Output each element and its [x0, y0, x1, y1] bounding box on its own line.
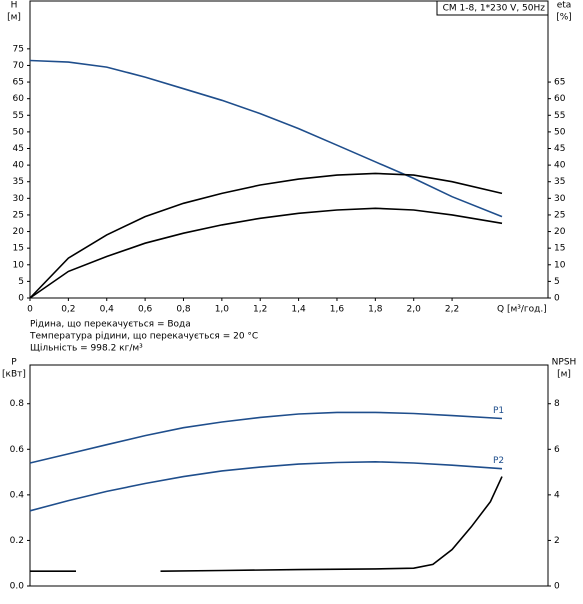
y2-axis-unit: [%]: [556, 13, 572, 23]
y2-tick-label: 4: [554, 490, 560, 500]
y-tick-label: 50: [13, 127, 25, 137]
y-axis-unit: [м]: [7, 13, 21, 23]
y2-tick-label: 25: [554, 210, 565, 220]
series-label: P1: [493, 406, 504, 416]
annotation: Рідина, що перекачується = Вода: [30, 320, 191, 330]
y2-tick-label: 30: [554, 194, 566, 204]
plot-frame: [29, 0, 549, 299]
y-tick-label: 0.8: [10, 399, 25, 409]
x-tick-label: 1,6: [330, 305, 345, 315]
y-tick-label: 35: [13, 177, 24, 187]
series-line: [29, 411, 503, 464]
series-line: [29, 59, 503, 218]
y-tick-label: 25: [13, 210, 24, 220]
plot-frame: [29, 364, 549, 587]
x-tick-label: 0,2: [61, 305, 75, 315]
y2-tick-label: 0: [554, 294, 560, 304]
y-tick-label: 10: [13, 260, 25, 270]
y-tick-label: 30: [13, 194, 25, 204]
x-tick-label: 0,8: [176, 305, 191, 315]
x-tick-label: 0: [27, 305, 33, 315]
x-axis-label: Q [м³/год.]: [497, 305, 547, 315]
y-tick-label: 60: [13, 94, 25, 104]
y-tick-label: 0.0: [10, 582, 25, 592]
y2-tick-label: 15: [554, 244, 565, 254]
y-tick-label: 20: [13, 227, 25, 237]
y-tick-label: 15: [13, 244, 24, 254]
y-tick-label: 0.2: [10, 536, 24, 546]
y-tick-label: 75: [13, 44, 24, 54]
y2-tick-label: 40: [554, 161, 566, 171]
y-tick-label: 0.6: [10, 445, 25, 455]
chart-title: CM 1-8, 1*230 V, 50Hz: [443, 4, 546, 14]
x-tick-label: 0,6: [138, 305, 153, 315]
y2-tick-label: 5: [554, 277, 560, 287]
y-axis-label: H: [11, 1, 18, 11]
y2-axis-label: NPSH: [552, 358, 577, 368]
series-label: P2: [493, 456, 504, 466]
x-tick-label: 2,0: [407, 305, 422, 315]
y-tick-label: 5: [18, 277, 24, 287]
y2-tick-label: 45: [554, 144, 565, 154]
y-tick-label: 65: [13, 78, 24, 88]
x-tick-label: 2,2: [445, 305, 459, 315]
y2-tick-label: 10: [554, 260, 566, 270]
y2-tick-label: 35: [554, 177, 565, 187]
y-tick-label: 0: [18, 294, 24, 304]
y2-tick-label: 2: [554, 536, 560, 546]
y-tick-label: 70: [13, 61, 25, 71]
x-tick-label: 1,2: [253, 305, 267, 315]
x-tick-label: 1,8: [368, 305, 383, 315]
y-axis-label: P: [11, 358, 17, 368]
y2-tick-label: 20: [554, 227, 566, 237]
title-box: [436, 0, 549, 16]
y2-tick-label: 8: [554, 399, 560, 409]
annotation: Температура рідини, що перекачується = 2…: [29, 332, 258, 342]
series-line: [30, 476, 503, 572]
y2-tick-label: 65: [554, 78, 565, 88]
y2-tick-label: 50: [554, 127, 566, 137]
series-line: [29, 207, 503, 299]
y2-tick-label: 55: [554, 111, 565, 121]
y-tick-label: 55: [13, 111, 24, 121]
x-tick-label: 1,4: [291, 305, 306, 315]
y2-axis-label: eta: [557, 1, 572, 11]
annotation: Щільність = 998.2 кг/м³: [30, 344, 143, 354]
y-tick-label: 0.4: [10, 490, 25, 500]
y2-tick-label: 0: [554, 582, 560, 592]
series-line: [29, 460, 503, 512]
x-tick-label: 0,4: [100, 305, 115, 315]
series-line: [29, 172, 503, 299]
y2-tick-label: 60: [554, 94, 566, 104]
y2-tick-label: 6: [554, 445, 560, 455]
y-tick-label: 45: [13, 144, 24, 154]
x-tick-label: 1,0: [215, 305, 230, 315]
y-tick-label: 40: [13, 161, 25, 171]
y-axis-unit: [кВт]: [2, 370, 26, 380]
y2-axis-unit: [м]: [557, 370, 571, 380]
